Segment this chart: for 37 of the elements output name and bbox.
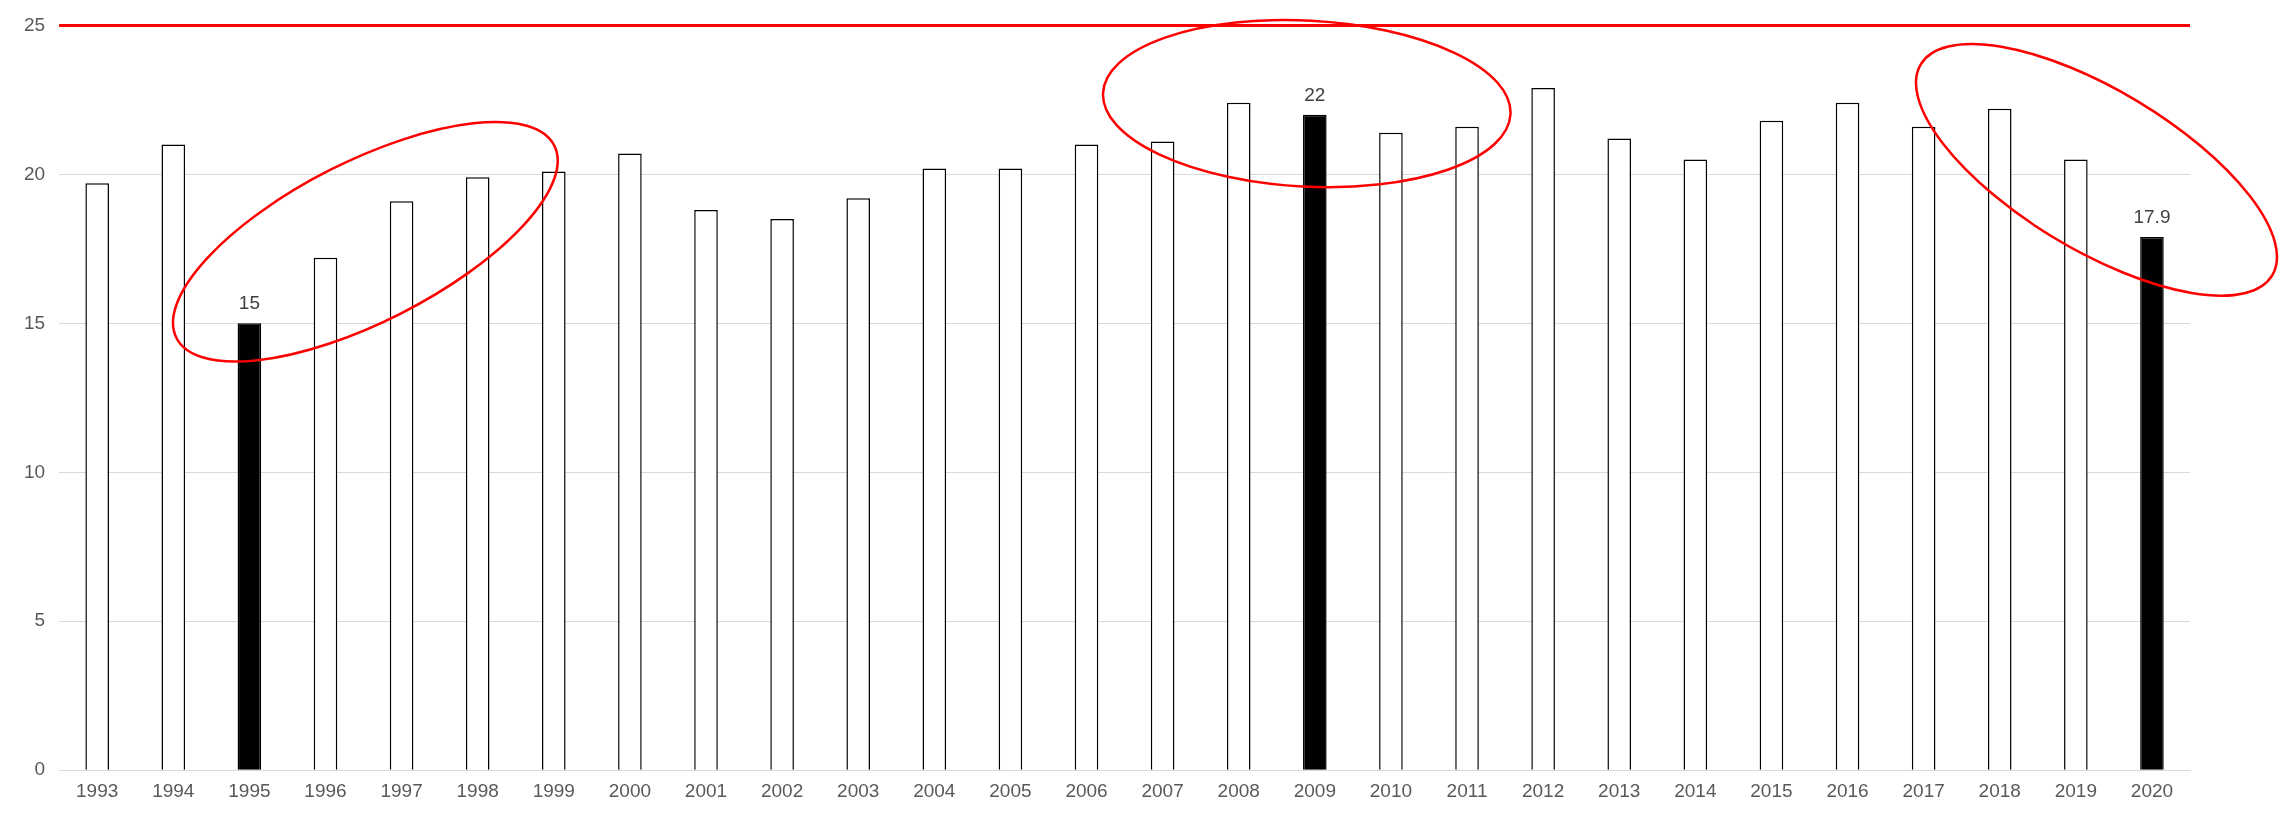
x-tick-label: 2015 — [1750, 779, 1793, 801]
x-tick-label: 2000 — [608, 779, 652, 801]
y-tick-label: 20 — [23, 162, 46, 184]
x-tick-label: 2016 — [1826, 779, 1869, 801]
x-tick-label: 1996 — [304, 779, 347, 801]
x-tick-label: 2009 — [1293, 779, 1336, 801]
data-label: 17.9 — [2133, 205, 2171, 227]
data-label: 15 — [238, 292, 260, 314]
x-tick-label: 2002 — [760, 779, 804, 801]
x-tick-label: 2010 — [1369, 779, 1413, 801]
x-tick-label: 2011 — [1446, 779, 1488, 801]
x-tick-label: 2008 — [1217, 779, 1260, 801]
x-tick-label: 2003 — [837, 779, 880, 801]
x-tick-label: 2018 — [1978, 779, 2021, 801]
x-tick-label: 2007 — [1141, 779, 1184, 801]
x-tick-label: 2013 — [1598, 779, 1641, 801]
x-tick-label: 2020 — [2130, 779, 2174, 801]
x-tick-label: 2001 — [684, 779, 728, 801]
y-tick-label: 5 — [34, 609, 46, 631]
data-label: 22 — [1304, 83, 1326, 105]
x-tick-label: 1995 — [228, 779, 271, 801]
x-tick-label: 2012 — [1521, 779, 1565, 801]
y-tick-label: 10 — [23, 460, 46, 482]
x-tick-label: 1997 — [380, 779, 423, 801]
x-tick-label: 2019 — [2054, 779, 2097, 801]
x-tick-label: 1998 — [456, 779, 499, 801]
y-tick-label: 25 — [23, 13, 46, 35]
x-tick-label: 2014 — [1674, 779, 1717, 801]
x-tick-label: 2017 — [1902, 779, 1945, 801]
y-tick-label: 0 — [34, 758, 46, 780]
x-tick-label: 1994 — [152, 779, 195, 801]
x-tick-label: 2005 — [989, 779, 1032, 801]
x-tick-label: 1993 — [76, 779, 119, 801]
x-tick-label: 2004 — [913, 779, 956, 801]
y-tick-label: 15 — [23, 311, 46, 333]
x-tick-label: 1999 — [532, 779, 575, 801]
x-tick-label: 2006 — [1065, 779, 1108, 801]
